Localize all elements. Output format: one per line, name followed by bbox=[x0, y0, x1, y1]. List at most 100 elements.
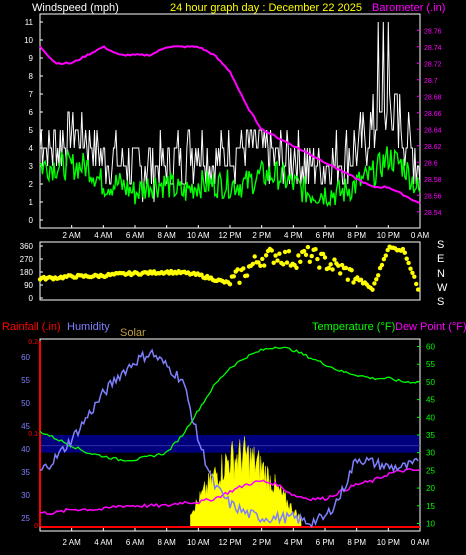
direction-y-tick-label: 360 bbox=[20, 242, 34, 251]
wind-direction-point bbox=[309, 253, 314, 259]
x-tick-label: 0 AM bbox=[411, 231, 430, 240]
wind-direction-point bbox=[379, 262, 385, 268]
wind-y-tick-label: 9 bbox=[29, 54, 34, 63]
x-tick-label: 12 PM bbox=[218, 231, 241, 240]
wind-direction-point bbox=[343, 265, 349, 271]
baro-y-tick-label: 28.54 bbox=[424, 210, 442, 217]
wind-direction-point bbox=[269, 248, 274, 253]
barometer-series-line bbox=[39, 45, 421, 205]
chart-title: 24 hour graph day : December 22 2025 bbox=[170, 2, 362, 14]
wind-direction-point bbox=[404, 256, 409, 261]
humidity-y-tick-label: 35 bbox=[21, 468, 30, 477]
humidity-y-tick-label: 25 bbox=[21, 514, 30, 523]
rain-y-tick-label: 0.1 bbox=[28, 431, 38, 438]
wind-direction-point bbox=[332, 257, 337, 262]
wind-direction-point bbox=[351, 280, 356, 285]
wind-direction-point bbox=[260, 256, 265, 262]
temperature-y-tick-label: 60 bbox=[426, 343, 435, 352]
baro-y-tick-label: 28.7 bbox=[424, 78, 438, 85]
rain-y-tick-label: 0.2 bbox=[28, 339, 38, 346]
x-tick-label: 10 AM bbox=[187, 538, 210, 547]
wind-direction-point bbox=[322, 255, 328, 260]
wind-direction-point bbox=[241, 266, 246, 271]
baro-y-tick-label: 28.62 bbox=[424, 144, 442, 151]
wind-direction-point bbox=[281, 262, 286, 267]
wind-direction-point bbox=[338, 271, 343, 276]
wind-direction-point bbox=[294, 265, 299, 270]
rainfall-axis-label: Rainfall (.in) bbox=[2, 321, 61, 333]
wind-direction-point bbox=[374, 277, 379, 282]
baro-y-tick-label: 28.72 bbox=[424, 61, 442, 68]
compass-label-s-bottom: S bbox=[437, 296, 444, 308]
wind-direction-panel-frame bbox=[39, 241, 421, 301]
wind-y-tick-label: 6 bbox=[29, 108, 34, 117]
wind-direction-point bbox=[320, 251, 326, 257]
wind-direction-point bbox=[277, 251, 282, 256]
wind-direction-point bbox=[400, 246, 406, 252]
wind-direction-point bbox=[317, 265, 322, 270]
baro-y-tick-label: 28.6 bbox=[424, 160, 438, 167]
x-tick-label: 2 PM bbox=[252, 538, 271, 547]
temperature-y-tick-label: 25 bbox=[426, 466, 435, 475]
freezing-band bbox=[41, 435, 419, 453]
wind-y-tick-label: 3 bbox=[29, 162, 34, 171]
humidity-y-tick-label: 55 bbox=[21, 376, 30, 385]
wind-direction-point bbox=[227, 282, 233, 287]
temperature-y-tick-label: 20 bbox=[426, 484, 435, 493]
wind-direction-point bbox=[298, 259, 303, 264]
wind-direction-point bbox=[349, 268, 354, 273]
dewpoint-axis-label: Dew Point (°F) bbox=[395, 321, 466, 333]
wind-gust-series-line bbox=[39, 21, 421, 203]
x-tick-label: 0 AM bbox=[411, 538, 430, 547]
wind-direction-point bbox=[286, 249, 292, 254]
x-tick-label: 4 PM bbox=[284, 538, 303, 547]
x-tick-label: 2 AM bbox=[63, 538, 82, 547]
wind-y-tick-label: 8 bbox=[29, 72, 34, 81]
direction-y-tick-label: 90 bbox=[24, 281, 33, 290]
rain-y-tick-label: 0 bbox=[34, 523, 38, 530]
humidity-y-tick-label: 60 bbox=[21, 353, 30, 362]
humidity-series-line bbox=[39, 348, 419, 529]
wind-y-tick-label: 4 bbox=[29, 144, 34, 153]
wind-y-tick-label: 11 bbox=[25, 18, 34, 27]
wind-direction-point bbox=[282, 249, 288, 255]
temperature-y-tick-label: 45 bbox=[426, 396, 435, 405]
compass-label-n: N bbox=[437, 268, 445, 280]
compass-label-e: E bbox=[437, 253, 444, 265]
x-tick-label: 4 PM bbox=[284, 231, 303, 240]
wind-direction-point bbox=[412, 274, 417, 279]
temperature-y-tick-label: 50 bbox=[426, 378, 435, 387]
x-tick-label: 8 AM bbox=[158, 231, 177, 240]
baro-y-tick-label: 28.66 bbox=[424, 111, 442, 118]
x-tick-label: 6 PM bbox=[316, 231, 335, 240]
windspeed-axis-label: Windspeed (mph) bbox=[32, 2, 119, 14]
wind-direction-point bbox=[301, 248, 307, 254]
wind-y-tick-label: 5 bbox=[29, 126, 34, 135]
barometer-axis-label: Barometer (.in) bbox=[372, 2, 445, 14]
wind-direction-point bbox=[263, 253, 269, 258]
wind-direction-point bbox=[381, 257, 387, 262]
x-tick-label: 10 AM bbox=[187, 231, 210, 240]
x-tick-label: 10 PM bbox=[377, 231, 400, 240]
solar-axis-label: Solar bbox=[120, 327, 146, 339]
wind-direction-point bbox=[345, 277, 350, 282]
wind-direction-point bbox=[237, 280, 242, 285]
wind-direction-point bbox=[244, 273, 250, 278]
wind-direction-point bbox=[358, 277, 364, 282]
temperature-series-line bbox=[39, 346, 421, 462]
x-tick-label: 4 AM bbox=[94, 538, 113, 547]
humidity-y-tick-label: 50 bbox=[21, 399, 30, 408]
wind-direction-point bbox=[235, 267, 240, 272]
temperature-y-tick-label: 15 bbox=[426, 502, 435, 511]
x-tick-label: 12 PM bbox=[218, 538, 241, 547]
wind-direction-point bbox=[415, 287, 421, 292]
wind-direction-point bbox=[326, 265, 331, 271]
wind-direction-point bbox=[330, 267, 335, 272]
wind-direction-point bbox=[370, 287, 375, 292]
temperature-y-tick-label: 40 bbox=[426, 413, 435, 422]
humidity-y-tick-label: 45 bbox=[21, 422, 30, 431]
wind-direction-point bbox=[402, 250, 407, 255]
x-tick-label: 10 PM bbox=[377, 538, 400, 547]
wind-direction-point bbox=[385, 247, 390, 253]
